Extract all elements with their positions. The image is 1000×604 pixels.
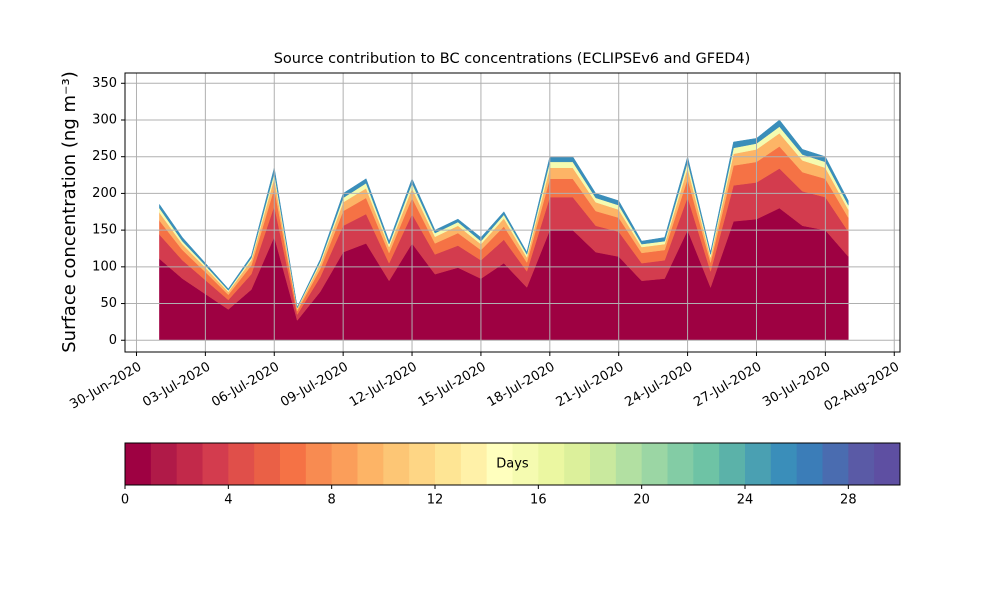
y-tick-label: 300 [92,112,117,127]
x-tick-label: 09-Jul-2020 [278,360,351,411]
x-tick-label: 30-Jun-2020 [67,360,144,413]
colorbar-swatch [202,443,229,485]
colorbar-swatch [693,443,720,485]
y-tick-label: 250 [92,149,117,164]
colorbar-tick-label: 8 [328,493,336,508]
x-tick-label: 02-Aug-2020 [822,360,902,415]
colorbar-swatch [331,443,358,485]
colorbar-tick-label: 12 [427,493,444,508]
x-tick-label: 21-Jul-2020 [554,360,627,411]
colorbar-swatch [150,443,178,485]
colorbar-swatch [770,443,798,485]
colorbar-swatch [745,443,772,485]
colorbar-swatch [409,443,436,485]
x-tick-label: 18-Jul-2020 [485,360,558,411]
colorbar-tick-label: 28 [840,493,857,508]
colorbar-swatch [176,443,203,485]
x-tick-label: 03-Jul-2020 [140,360,213,411]
colorbar-swatch [564,443,591,485]
colorbar-swatch [383,443,410,485]
colorbar-frame [124,442,901,486]
colorbar-swatch [667,443,694,485]
colorbar-swatch [848,443,875,485]
colorbar-swatch [641,443,668,485]
colorbar-swatch [719,443,746,485]
colorbar-label: Days [496,457,529,472]
y-tick-label: 150 [92,223,117,238]
colorbar-swatch [822,443,849,485]
y-tick-label: 100 [92,259,117,274]
colorbar-swatch [280,443,307,485]
x-tick-label: 24-Jul-2020 [623,360,696,411]
colorbar-swatch [228,443,255,485]
colorbar-tick-label: 0 [121,493,129,508]
colorbar-tick-label: 4 [224,493,232,508]
colorbar-swatch [615,443,643,485]
colorbar-swatch [254,443,281,485]
colorbar-swatch [357,443,384,485]
colorbar-swatch [512,443,539,485]
x-tick-label: 06-Jul-2020 [209,360,282,411]
colorbar-swatch [796,443,823,485]
plot-frame [124,72,901,353]
colorbar-swatch [538,443,565,485]
colorbar-tick-label: 16 [530,493,547,508]
colorbar-swatch [125,443,152,485]
y-tick-label: 350 [92,76,117,91]
colorbar-swatch [305,443,333,485]
colorbar-swatch [435,443,462,485]
x-tick-label: 27-Jul-2020 [691,360,764,411]
colorbar-swatch [460,443,488,485]
y-axis-label: Surface concentration (ng m⁻³) [59,71,80,353]
colorbar-tick-label: 20 [633,493,650,508]
area-layer [159,119,849,309]
y-tick-label: 200 [92,186,117,201]
y-tick-label: 50 [100,296,117,311]
colorbar-tick-label: 24 [737,493,754,508]
colorbar-swatch [874,443,901,485]
y-tick-label: 0 [109,333,117,348]
x-tick-label: 15-Jul-2020 [416,360,489,411]
chart-title: Source contribution to BC concentrations… [274,51,751,67]
colorbar-swatch [486,443,513,485]
colorbar-swatch [590,443,617,485]
x-tick-label: 12-Jul-2020 [347,360,420,411]
